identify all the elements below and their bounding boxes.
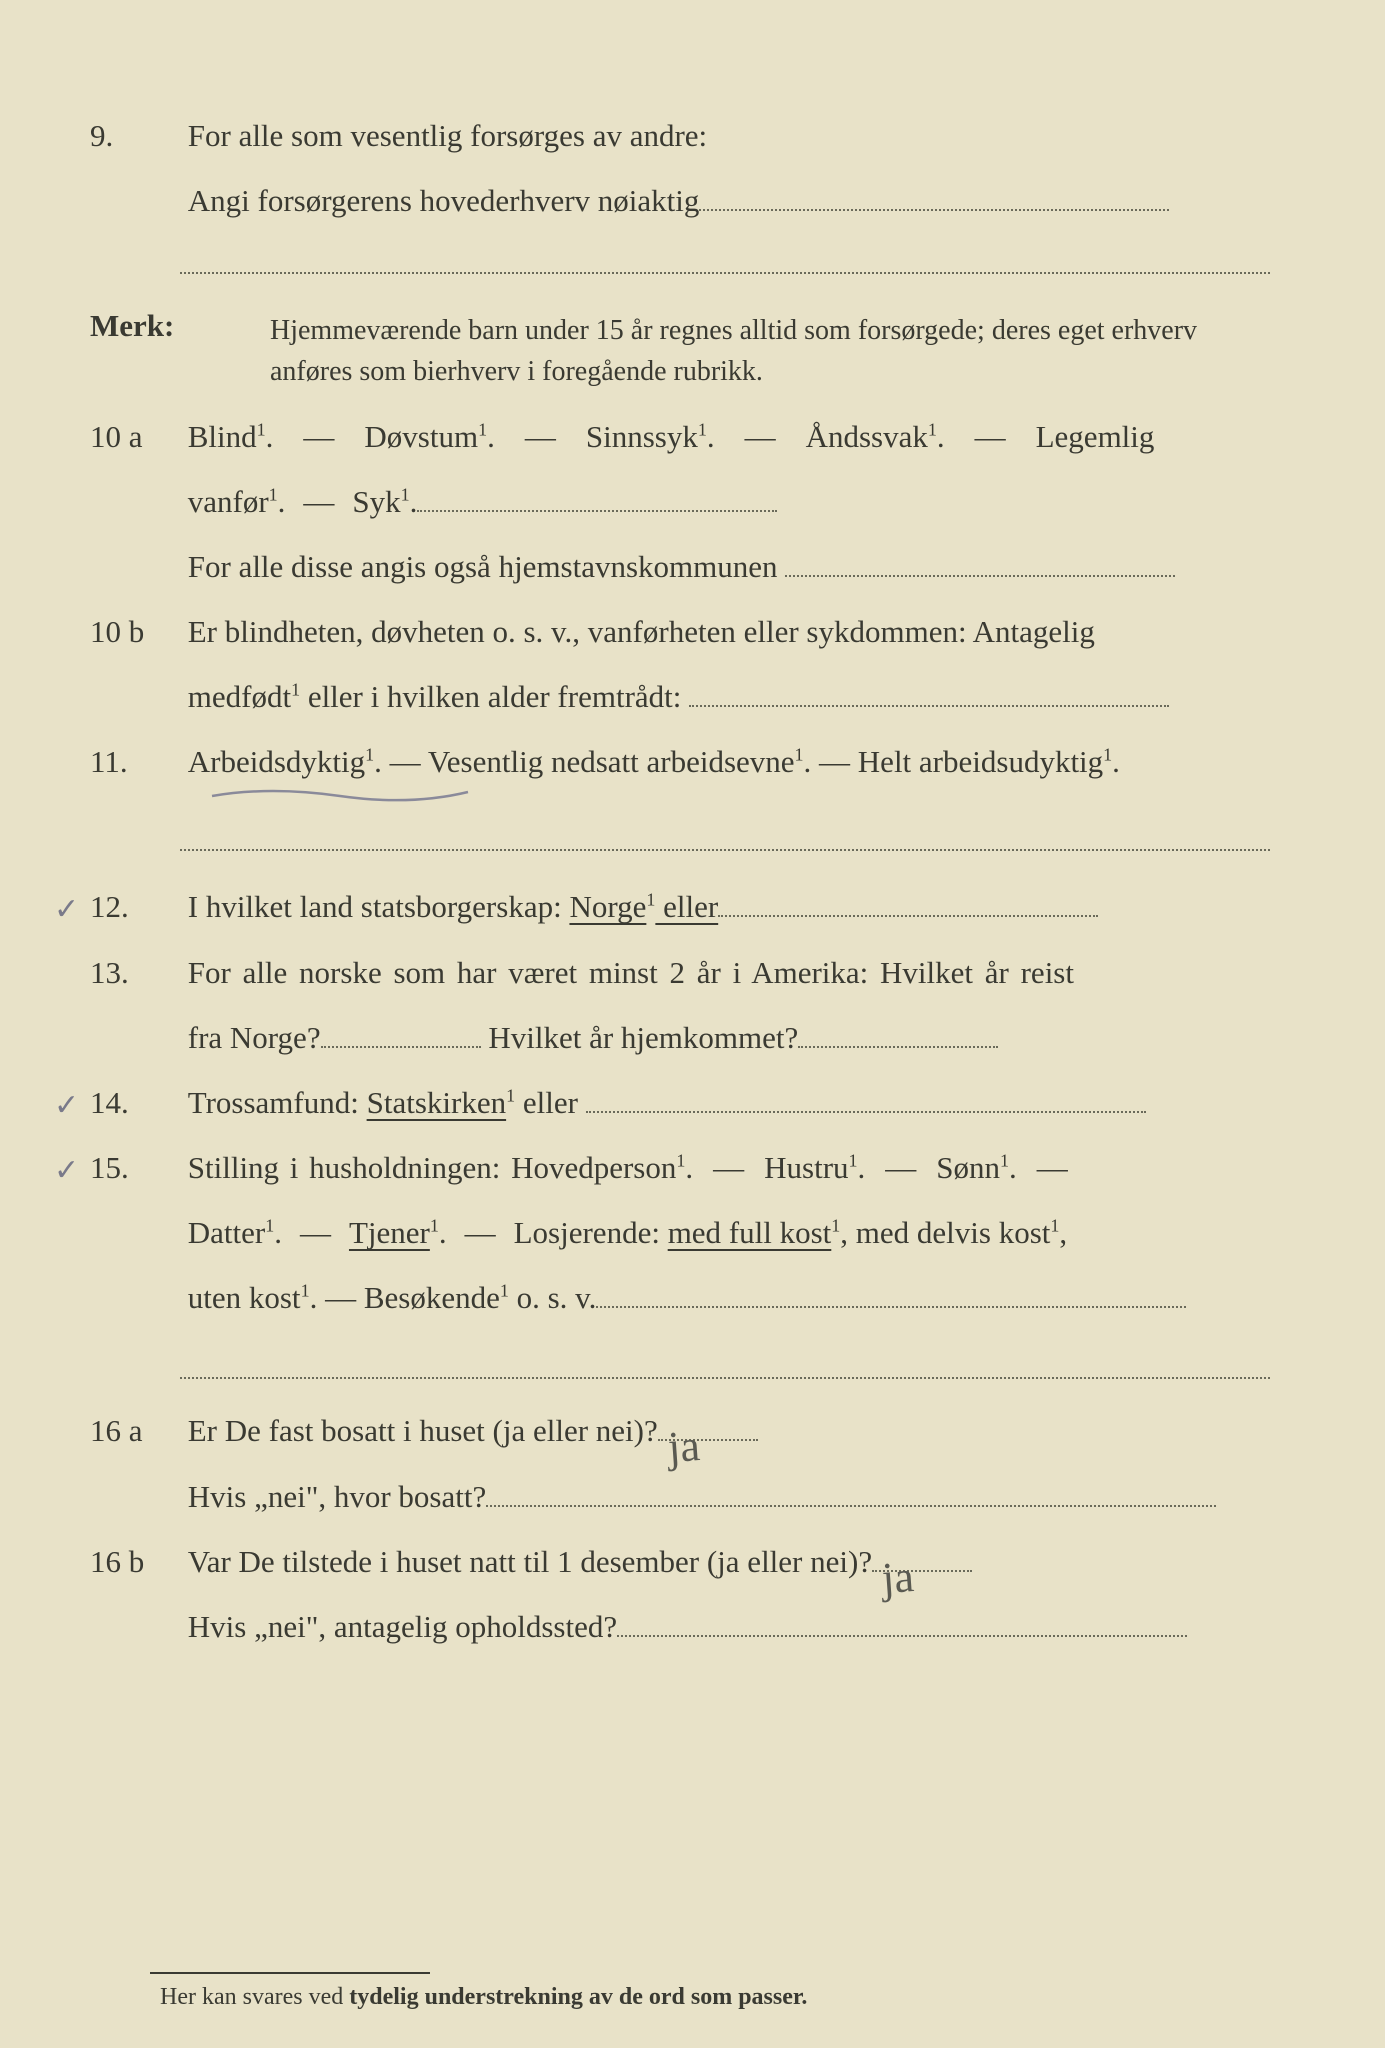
fill-line[interactable] xyxy=(718,915,1098,917)
fill-line[interactable] xyxy=(486,1505,1216,1507)
q11-number: 11. xyxy=(90,736,180,787)
q13-number: 13. xyxy=(90,947,180,998)
q14-number: 14. xyxy=(90,1077,180,1128)
footnote-bold: tydelig understrekning av de ord som pas… xyxy=(349,1984,807,2010)
pencil-underline xyxy=(210,782,470,812)
q10a-line3: For alle disse angis også hjemstavnskomm… xyxy=(188,541,1278,592)
question-9: 9. For alle som vesentlig forsørges av a… xyxy=(90,110,1295,161)
question-13: 13. For alle norske som har været minst … xyxy=(90,947,1295,998)
question-14: ✓ 14. Trossamfund: Statskirken1 eller xyxy=(90,1077,1295,1128)
census-form-page: 9. For alle som vesentlig forsørges av a… xyxy=(0,0,1385,2048)
q15-line3-row: uten kost1. — Besøkende1 o. s. v. xyxy=(90,1272,1295,1323)
check-mark: ✓ xyxy=(54,885,79,935)
fill-line[interactable]: ja xyxy=(658,1439,758,1441)
q9-line2: Angi forsørgerens hovederhverv nøiaktig xyxy=(188,175,1278,226)
fill-line[interactable] xyxy=(785,575,1175,577)
q13-line2: fra Norge? Hvilket år hjemkommet? xyxy=(188,1012,1278,1063)
fill-line[interactable] xyxy=(798,1046,998,1048)
q10a-line2: vanfør1.—Syk1. xyxy=(188,476,1278,527)
q10b-number: 10 b xyxy=(90,606,180,657)
q15-line3: uten kost1. — Besøkende1 o. s. v. xyxy=(188,1272,1278,1323)
q11-body: Arbeidsdyktig1. — Vesentlig nedsatt arbe… xyxy=(188,736,1278,787)
q15-full-kost: med full kost xyxy=(668,1215,832,1250)
q12-body: I hvilket land statsborgerskap: Norge1 e… xyxy=(188,881,1278,932)
footnote-pre: Her kan svares ved xyxy=(160,1984,349,2010)
q10a-line3-row: For alle disse angis også hjemstavnskomm… xyxy=(90,541,1295,592)
fill-line[interactable] xyxy=(689,705,1169,707)
q16a-number: 16 a xyxy=(90,1405,180,1456)
footnote: Her kan svares ved tydelig understreknin… xyxy=(160,1984,1295,2011)
merk-row: Merk: xyxy=(90,300,1295,351)
q15-tjener: Tjener xyxy=(349,1215,430,1250)
q13-line1: For alle norske som har været minst 2 år… xyxy=(188,947,1278,998)
question-15: ✓ 15. Stilling i husholdningen: Hovedper… xyxy=(90,1142,1295,1193)
q9-line2-text: Angi forsørgerens hovederhverv nøiaktig xyxy=(188,183,700,218)
question-10a: 10 a Blind1.—Døvstum1.—Sinnssyk1.—Åndssv… xyxy=(90,411,1295,462)
q13-line2-row: fra Norge? Hvilket år hjemkommet? xyxy=(90,1012,1295,1063)
q9-line1: For alle som vesentlig forsørges av andr… xyxy=(188,110,1278,161)
q10b-line1: Er blindheten, døvheten o. s. v., vanfør… xyxy=(188,606,1278,657)
fill-line[interactable] xyxy=(180,244,1270,274)
check-mark: ✓ xyxy=(54,1081,79,1131)
question-16b: 16 b Var De tilstede i huset natt til 1 … xyxy=(90,1536,1295,1587)
fill-line[interactable]: ja xyxy=(872,1570,972,1572)
q12-number: 12. xyxy=(90,881,180,932)
q15-line2-row: Datter1.—Tjener1.—Losjerende: med full k… xyxy=(90,1207,1295,1258)
q16b-line2: Hvis „nei", antagelig opholdssted? xyxy=(188,1601,1278,1652)
check-mark: ✓ xyxy=(54,1146,79,1196)
merk-label: Merk: xyxy=(90,300,270,351)
question-12: ✓ 12. I hvilket land statsborgerskap: No… xyxy=(90,881,1295,932)
q10a-line1: Blind1.—Døvstum1.—Sinnssyk1.—Åndssvak1.—… xyxy=(188,411,1278,462)
q16a-line2-row: Hvis „nei", hvor bosatt? xyxy=(90,1471,1295,1522)
fill-line[interactable] xyxy=(321,1046,481,1048)
fill-line[interactable] xyxy=(617,1635,1187,1637)
q9-line2-row: Angi forsørgerens hovederhverv nøiaktig xyxy=(90,175,1295,226)
q10a-number: 10 a xyxy=(90,411,180,462)
fill-line[interactable] xyxy=(180,821,1270,851)
footnote-rule xyxy=(150,1972,430,1974)
q16b-body: Var De tilstede i huset natt til 1 desem… xyxy=(188,1536,1278,1587)
q14-body: Trossamfund: Statskirken1 eller xyxy=(188,1077,1278,1128)
question-10b: 10 b Er blindheten, døvheten o. s. v., v… xyxy=(90,606,1295,657)
q15-line2: Datter1.—Tjener1.—Losjerende: med full k… xyxy=(188,1207,1278,1258)
question-11: 11. Arbeidsdyktig1. — Vesentlig nedsatt … xyxy=(90,736,1295,787)
q10a-line2-row: vanfør1.—Syk1. xyxy=(90,476,1295,527)
question-16a: 16 a Er De fast bosatt i huset (ja eller… xyxy=(90,1405,1295,1456)
q15-number: 15. xyxy=(90,1142,180,1193)
fill-line[interactable] xyxy=(417,510,777,512)
fill-line[interactable] xyxy=(596,1306,1186,1308)
q16b-line2-row: Hvis „nei", antagelig opholdssted? xyxy=(90,1601,1295,1652)
q16a-line2: Hvis „nei", hvor bosatt? xyxy=(188,1471,1278,1522)
q15-line1: Stilling i husholdningen: Hovedperson1.—… xyxy=(188,1142,1278,1193)
q14-statskirken: Statskirken xyxy=(367,1085,507,1120)
fill-line[interactable] xyxy=(586,1111,1146,1113)
q16a-body: Er De fast bosatt i huset (ja eller nei)… xyxy=(188,1405,1278,1456)
q10b-line2: medfødt1 eller i hvilken alder fremtrådt… xyxy=(188,671,1278,722)
fill-line[interactable] xyxy=(180,1349,1270,1379)
fill-line[interactable] xyxy=(699,209,1169,211)
q16b-number: 16 b xyxy=(90,1536,180,1587)
q12-norge: Norge xyxy=(569,889,646,924)
q10b-line2-row: medfødt1 eller i hvilken alder fremtrådt… xyxy=(90,671,1295,722)
q9-number: 9. xyxy=(90,110,180,161)
